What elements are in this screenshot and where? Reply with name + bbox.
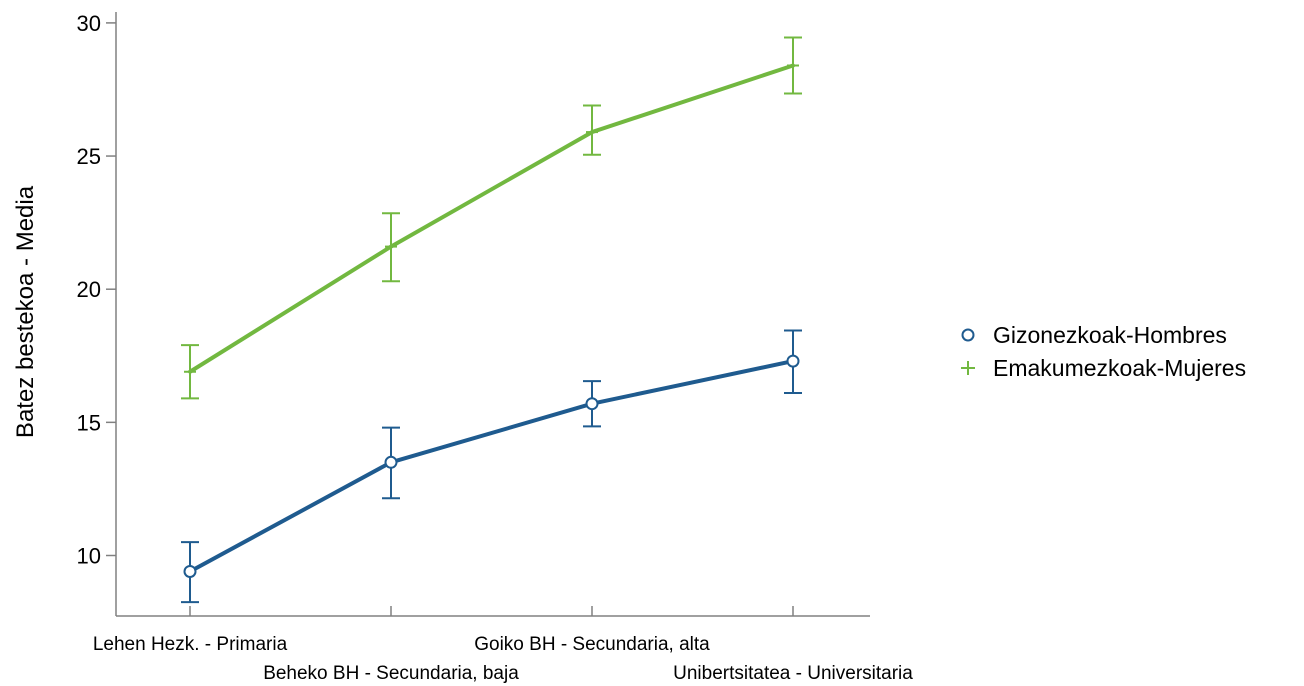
y-tick-label: 15	[77, 410, 101, 435]
series-emakumezkoak-mujeres	[181, 36, 802, 400]
y-axis-label: Batez bestekoa - Media	[12, 185, 39, 438]
legend-label: Emakumezkoak-Mujeres	[993, 355, 1246, 381]
data-point	[786, 354, 800, 368]
data-point	[184, 365, 196, 378]
data-point	[586, 126, 598, 139]
x-tick-label: Unibertsitatea - Universitaria	[673, 663, 913, 684]
y-tick-label: 10	[77, 544, 101, 569]
series-gizonezkoak-hombres	[181, 329, 802, 604]
x-ticks: Lehen Hezk. - Primaria Beheko BH - Secund…	[93, 606, 913, 684]
x-tick-label: Beheko BH - Secundaria, baja	[263, 663, 519, 684]
series-line	[188, 63, 795, 374]
y-tick-label: 25	[77, 144, 101, 169]
y-axis: 10 15 20 25 30 Batez bestekoa - Media	[12, 11, 117, 616]
x-tick-label: Lehen Hezk. - Primaria	[93, 634, 288, 655]
data-point	[787, 59, 799, 72]
data-point	[183, 564, 197, 578]
y-tick-label: 20	[77, 277, 101, 302]
legend: Gizonezkoak-Hombres Emakumezkoak-Mujeres	[961, 322, 1246, 381]
legend-item: Gizonezkoak-Hombres	[961, 322, 1227, 348]
x-tick-label: Goiko BH - Secundaria, alta	[474, 634, 710, 655]
legend-item: Emakumezkoak-Mujeres	[961, 355, 1246, 381]
legend-label: Gizonezkoak-Hombres	[993, 322, 1227, 348]
data-point	[384, 455, 398, 469]
data-point	[585, 397, 599, 411]
legend-marker-plus	[961, 361, 975, 375]
series-line	[188, 359, 795, 574]
legend-marker-circle	[961, 328, 975, 342]
y-ticks: 10 15 20 25 30	[77, 11, 116, 569]
data-point	[385, 240, 397, 253]
y-tick-label: 30	[77, 11, 101, 36]
plot-area	[181, 36, 802, 604]
x-axis: Lehen Hezk. - Primaria Beheko BH - Secund…	[93, 606, 913, 684]
